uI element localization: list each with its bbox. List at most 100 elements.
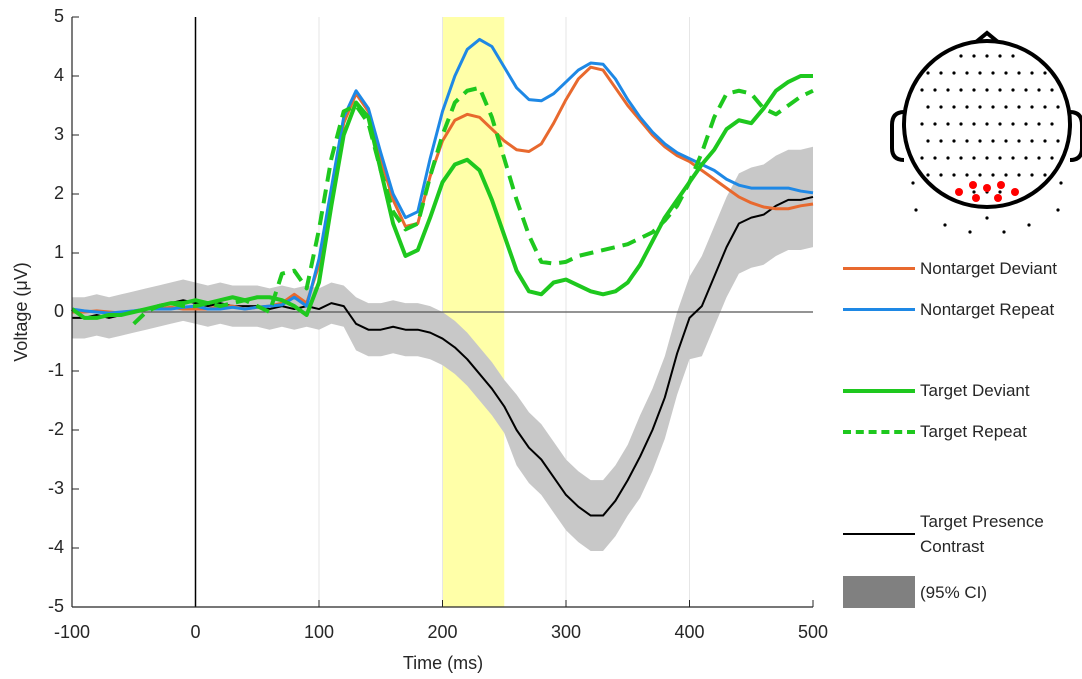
electrode xyxy=(1056,105,1060,109)
legend-label: Target Presence Contrast xyxy=(920,512,1044,556)
legend-entry: Target Repeat xyxy=(843,419,1082,444)
head-map xyxy=(890,30,1082,209)
electrode xyxy=(926,71,930,75)
x-tick-label: 300 xyxy=(551,622,581,642)
electrode xyxy=(1030,105,1034,109)
electrode xyxy=(985,122,989,126)
electrode xyxy=(1056,139,1060,143)
electrode xyxy=(978,173,982,177)
x-tick-label: 100 xyxy=(304,622,334,642)
y-tick-label: 1 xyxy=(54,242,64,262)
electrode xyxy=(1056,208,1060,212)
electrode xyxy=(920,88,924,92)
electrode xyxy=(939,173,943,177)
electrode xyxy=(1050,122,1054,126)
electrode xyxy=(985,216,989,220)
electrode xyxy=(1011,156,1015,160)
selected-electrode xyxy=(1011,188,1019,196)
electrode xyxy=(920,156,924,160)
electrode xyxy=(998,54,1002,58)
electrode xyxy=(978,71,982,75)
electrode xyxy=(952,105,956,109)
electrode xyxy=(1017,173,1021,177)
x-tick-label: 500 xyxy=(798,622,828,642)
electrode xyxy=(939,71,943,75)
x-tick-label: -100 xyxy=(54,622,90,642)
electrode xyxy=(959,54,963,58)
y-tick-label: -5 xyxy=(48,596,64,616)
electrode xyxy=(991,139,995,143)
y-tick-label: 5 xyxy=(54,6,64,26)
electrode xyxy=(1002,230,1006,234)
legend-swatch xyxy=(843,533,915,535)
electrode xyxy=(933,88,937,92)
electrode xyxy=(1030,139,1034,143)
electrode xyxy=(933,122,937,126)
electrode xyxy=(1004,139,1008,143)
electrode xyxy=(998,122,1002,126)
legend-label: Nontarget Deviant xyxy=(920,259,1058,278)
electrode xyxy=(952,173,956,177)
electrode xyxy=(1011,88,1015,92)
electrode xyxy=(1027,223,1031,227)
legend-swatch xyxy=(843,308,915,311)
electrode xyxy=(972,156,976,160)
selected-electrode xyxy=(994,194,1002,202)
electrode xyxy=(965,173,969,177)
electrodes xyxy=(911,54,1063,234)
legend-label: Target Repeat xyxy=(920,422,1027,441)
y-tick-label: -1 xyxy=(48,360,64,380)
legend-entry: Target Deviant xyxy=(843,378,1082,403)
electrode xyxy=(998,88,1002,92)
electrode xyxy=(939,105,943,109)
electrode xyxy=(1017,71,1021,75)
electrode xyxy=(1037,156,1041,160)
electrode xyxy=(972,190,976,194)
electrode xyxy=(946,88,950,92)
electrode xyxy=(943,223,947,227)
electrode xyxy=(959,122,963,126)
electrode xyxy=(920,122,924,126)
x-tick-label: 0 xyxy=(190,622,200,642)
legend-entry: (95% CI) xyxy=(843,576,1082,608)
electrode xyxy=(911,181,915,185)
x-tick-label: 200 xyxy=(427,622,457,642)
head-outline xyxy=(902,39,1072,209)
electrode xyxy=(914,208,918,212)
x-tick-label: 400 xyxy=(674,622,704,642)
electrode xyxy=(991,173,995,177)
plot-area xyxy=(70,16,814,608)
electrode xyxy=(1050,88,1054,92)
electrode xyxy=(972,88,976,92)
electrode xyxy=(952,71,956,75)
electrode xyxy=(991,71,995,75)
electrode xyxy=(939,139,943,143)
electrode xyxy=(1024,88,1028,92)
electrode xyxy=(1011,54,1015,58)
legend-swatch xyxy=(843,388,915,393)
y-tick-label: 4 xyxy=(54,65,64,85)
electrode xyxy=(1043,139,1047,143)
selected-electrode xyxy=(997,181,1005,189)
electrode xyxy=(1043,173,1047,177)
legend-label: Nontarget Repeat xyxy=(920,300,1055,319)
electrode xyxy=(965,139,969,143)
y-tick-label: -2 xyxy=(48,419,64,439)
electrode xyxy=(1017,139,1021,143)
electrode xyxy=(959,156,963,160)
legend-entry: Nontarget Repeat xyxy=(843,297,1082,322)
electrode xyxy=(946,122,950,126)
electrode xyxy=(1059,181,1063,185)
series-line xyxy=(70,74,813,320)
y-axis-label: Voltage (μV) xyxy=(11,262,31,361)
electrode xyxy=(1050,156,1054,160)
electrode xyxy=(998,190,1002,194)
electrode xyxy=(1037,88,1041,92)
electrode xyxy=(1043,71,1047,75)
electrode xyxy=(959,88,963,92)
electrode xyxy=(978,105,982,109)
confidence-band xyxy=(72,146,813,551)
y-tick-label: 0 xyxy=(54,301,64,321)
